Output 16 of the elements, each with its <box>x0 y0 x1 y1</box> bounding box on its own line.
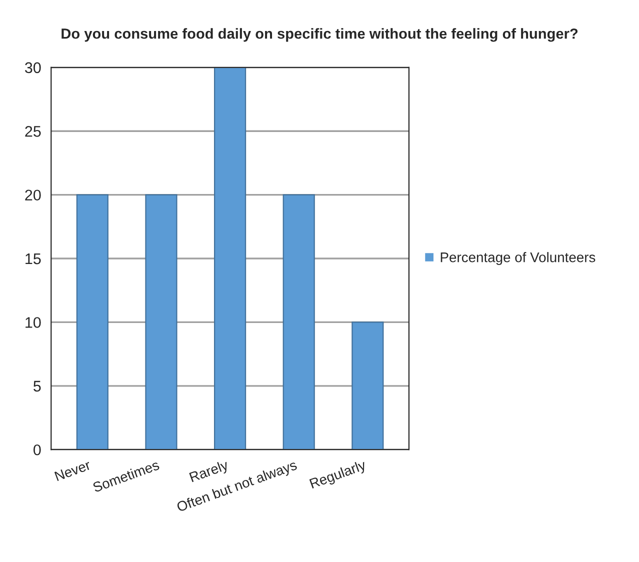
legend-label: Percentage of Volunteers <box>440 252 596 265</box>
y-tick-label: 5 <box>34 380 41 392</box>
y-tick-label: 10 <box>26 317 41 328</box>
bar <box>145 194 178 450</box>
y-tick-label: 15 <box>26 254 41 264</box>
y-tick-label: 30 <box>24 62 41 74</box>
bar <box>214 67 246 450</box>
x-tick-label: Rarely <box>188 459 230 485</box>
chart-title: Do you consume food daily on specific time without the feeling of hunger? <box>62 28 578 42</box>
y-tick-label: 0 <box>34 444 41 456</box>
bar <box>76 194 108 450</box>
y-tick-label: 25 <box>25 126 41 137</box>
y-tick-label: 20 <box>25 190 41 201</box>
bar <box>352 322 384 450</box>
bar <box>282 194 315 450</box>
x-tick-label: Never <box>54 460 92 482</box>
